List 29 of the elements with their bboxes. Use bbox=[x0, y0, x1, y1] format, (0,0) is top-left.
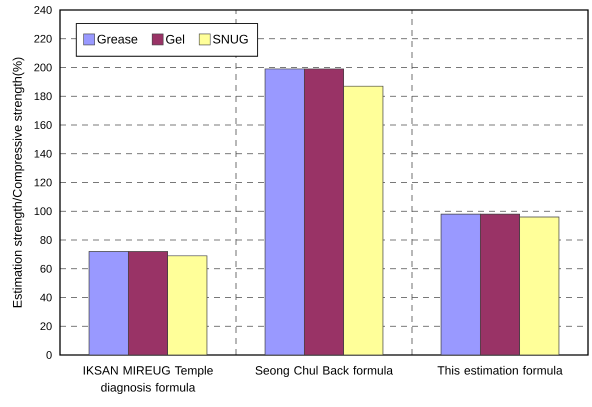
bar bbox=[264, 68, 305, 355]
y-axis-title: Estimation strength/Compressive strength(%) bbox=[12, 58, 24, 308]
legend-label: SNUG bbox=[213, 34, 248, 44]
y-tick-label: 120 bbox=[34, 178, 52, 186]
y-tick-label: 60 bbox=[40, 264, 52, 273]
y-tick-label: 220 bbox=[34, 34, 52, 43]
y-tick-label: 200 bbox=[34, 64, 52, 72]
bar bbox=[128, 251, 168, 355]
bar bbox=[480, 214, 520, 355]
y-tick-label: 80 bbox=[40, 236, 52, 244]
bar bbox=[88, 251, 129, 355]
y-tick-label: 0 bbox=[46, 351, 52, 359]
y-tick-label: 160 bbox=[34, 121, 52, 129]
legend-label: Gel bbox=[166, 34, 184, 44]
y-tick-label: 40 bbox=[40, 294, 52, 302]
bar bbox=[519, 216, 560, 355]
bar bbox=[167, 255, 208, 355]
y-tick-label: 140 bbox=[34, 150, 52, 158]
x-tick-label: Seong Chul Back formula bbox=[256, 366, 393, 378]
legend-label: Grease bbox=[98, 34, 138, 44]
bar bbox=[440, 214, 481, 355]
y-tick-label: 20 bbox=[40, 322, 52, 330]
y-tick-label: 240 bbox=[34, 6, 52, 14]
x-tick-label: This estimation formula bbox=[438, 366, 563, 375]
y-tick-label: 180 bbox=[34, 92, 52, 100]
x-tick-label: IKSAN MIREUG Temple diagnosis formula bbox=[84, 366, 213, 394]
y-tick-label: 100 bbox=[34, 207, 52, 216]
bar bbox=[343, 86, 384, 355]
bar bbox=[304, 68, 344, 355]
